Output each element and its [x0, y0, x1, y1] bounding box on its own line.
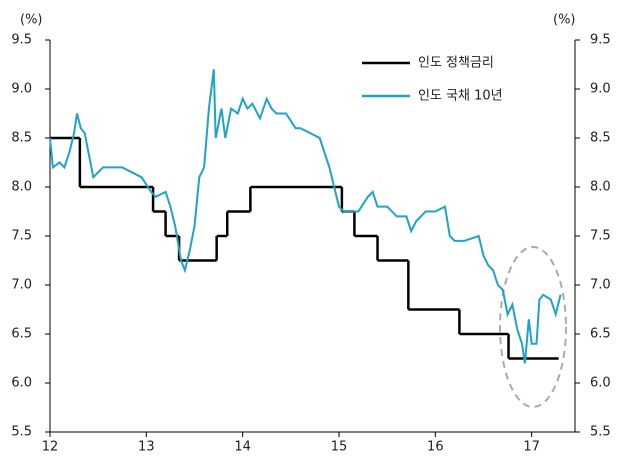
y2-tick-label: 9.0 [590, 82, 611, 97]
y2-tick-label: 8.5 [590, 131, 611, 146]
y2-tick-label: 7.5 [590, 229, 611, 244]
y-tick-label: 8.0 [11, 180, 32, 195]
y2-tick-label: 9.5 [590, 33, 611, 48]
y2-tick-label: 6.5 [590, 327, 611, 342]
y-axis-unit: (%) [20, 13, 43, 28]
y-tick-label: 5.5 [11, 425, 32, 440]
y-tick-label: 7.0 [11, 278, 32, 293]
y2-tick-label: 5.5 [590, 425, 611, 440]
x-tick-label: 15 [331, 440, 348, 455]
y-tick-label: 6.5 [11, 327, 32, 342]
x-tick-label: 16 [427, 440, 444, 455]
y2-tick-label: 6.0 [590, 376, 611, 391]
y-tick-label: 9.5 [11, 33, 32, 48]
y-tick-label: 6.0 [11, 376, 32, 391]
legend-label: 인도 정책금리 [418, 56, 494, 71]
x-tick-label: 12 [42, 440, 59, 455]
x-tick-label: 14 [234, 440, 251, 455]
x-tick-label: 13 [138, 440, 155, 455]
y2-tick-label: 7.0 [590, 278, 611, 293]
series-line [49, 69, 562, 364]
y-tick-label: 8.5 [11, 131, 32, 146]
y-tick-label: 9.0 [11, 82, 32, 97]
x-tick-label: 17 [523, 440, 540, 455]
y2-axis-unit: (%) [553, 13, 576, 28]
legend-label: 인도 국채 10년 [418, 89, 503, 104]
highlight-ellipse [499, 246, 567, 408]
y-tick-label: 7.5 [11, 229, 32, 244]
y2-tick-label: 8.0 [590, 180, 611, 195]
